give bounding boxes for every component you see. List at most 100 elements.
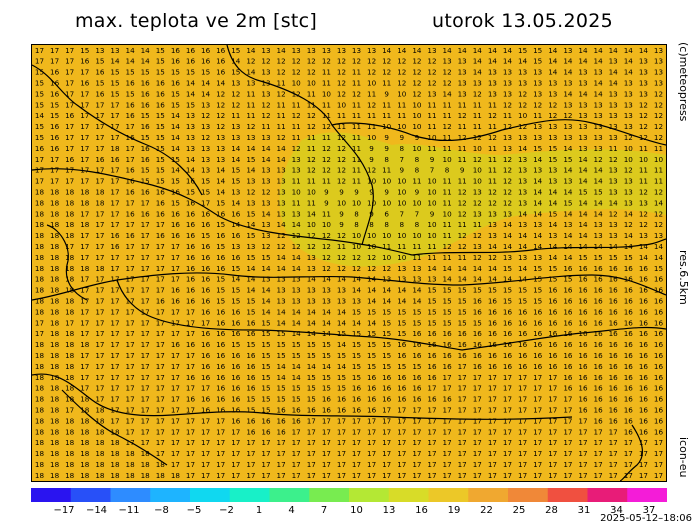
temperature-value: 12: [367, 68, 376, 77]
temperature-value: 17: [186, 329, 195, 338]
temperature-value: 11: [443, 133, 452, 142]
temperature-value: 15: [50, 111, 59, 120]
temperature-value: 16: [654, 373, 664, 382]
temperature-value: 13: [578, 79, 587, 88]
temperature-value: 17: [277, 449, 286, 458]
temperature-value: 15: [231, 177, 240, 186]
temperature-value: 16: [277, 427, 287, 436]
temperature-value: 16: [563, 351, 573, 360]
temperature-value: 17: [609, 449, 618, 458]
temperature-value: 13: [654, 79, 663, 88]
temperature-value: 17: [126, 395, 135, 404]
temperature-value: 18: [80, 438, 90, 447]
temperature-value: 17: [171, 416, 180, 425]
temperature-value: 12: [412, 89, 421, 98]
temperature-value: 17: [443, 416, 452, 425]
temperature-value: 16: [473, 297, 483, 306]
temperature-value: 13: [624, 100, 633, 109]
temperature-value: 15: [95, 79, 104, 88]
temperature-value: 16: [443, 362, 453, 371]
temperature-value: 15: [35, 100, 44, 109]
colorbar-tick-label: −11: [118, 505, 140, 516]
temperature-value: 15: [246, 340, 255, 349]
temperature-value: 16: [50, 144, 60, 153]
temperature-value: 17: [110, 406, 119, 415]
temperature-value: 13: [548, 231, 557, 240]
temperature-value: 13: [261, 275, 270, 284]
temperature-value: 18: [50, 373, 60, 382]
temperature-value: 16: [65, 155, 75, 164]
temperature-value: 16: [337, 406, 347, 415]
colorbar-segment: [309, 488, 350, 502]
temperature-value: 14: [427, 264, 437, 273]
temperature-value: 12: [292, 68, 301, 77]
temperature-value: 15: [261, 373, 270, 382]
temperature-value: 18: [35, 188, 45, 197]
temperature-value: 14: [307, 209, 317, 218]
temperature-value: 11: [654, 166, 663, 175]
temperature-value: 16: [473, 329, 483, 338]
temperature-value: 17: [80, 362, 89, 371]
temperature-value: 10: [367, 177, 377, 186]
temperature-value: 14: [548, 253, 558, 262]
temperature-value: 12: [307, 242, 316, 251]
temperature-value: 16: [503, 329, 513, 338]
temperature-value: 16: [594, 318, 604, 327]
temperature-value: 15: [292, 395, 301, 404]
temperature-value: 13: [594, 220, 603, 229]
temperature-value: 18: [35, 384, 45, 393]
temperature-value: 17: [171, 362, 180, 371]
temperature-value: 13: [322, 297, 331, 306]
temperature-value: 17: [110, 166, 119, 175]
temperature-value: 12: [337, 155, 346, 164]
temperature-value: 17: [473, 373, 482, 382]
temperature-value: 17: [518, 395, 527, 404]
temperature-value: 17: [548, 406, 557, 415]
temperature-value: 7: [400, 155, 405, 164]
temperature-value: 14: [609, 68, 619, 77]
temperature-value: 17: [156, 318, 165, 327]
temperature-value: 18: [65, 209, 75, 218]
temperature-value: 14: [352, 275, 362, 284]
temperature-value: 16: [594, 340, 604, 349]
colorbar-tick-label: −2: [219, 505, 234, 516]
temperature-value: 9: [369, 155, 374, 164]
temperature-value: 16: [65, 111, 75, 120]
temperature-value: 17: [35, 329, 44, 338]
temperature-value: 12: [292, 231, 301, 240]
temperature-value: 11: [473, 100, 482, 109]
temperature-value: 18: [35, 460, 45, 469]
temperature-value: 17: [639, 471, 648, 480]
temperature-value: 13: [609, 100, 618, 109]
temperature-value: 16: [594, 406, 604, 415]
temperature-value: 15: [201, 68, 210, 77]
temperature-value: 18: [95, 449, 105, 458]
temperature-value: 13: [594, 68, 603, 77]
temperature-value: 17: [126, 318, 135, 327]
temperature-value: 17: [95, 253, 104, 262]
temperature-value: 9: [430, 209, 435, 218]
temperature-value: 17: [95, 340, 104, 349]
temperature-value: 17: [352, 427, 361, 436]
temperature-value: 17: [156, 406, 165, 415]
temperature-value: 16: [639, 416, 649, 425]
temperature-value: 17: [488, 384, 497, 393]
temperature-value: 17: [639, 449, 648, 458]
temperature-value: 13: [578, 68, 587, 77]
temperature-value: 17: [186, 307, 195, 316]
temperature-value: 17: [156, 275, 165, 284]
temperature-value: 12: [443, 242, 452, 251]
temperature-value: 17: [80, 384, 89, 393]
temperature-value: 11: [322, 133, 331, 142]
temperature-value: 15: [292, 351, 301, 360]
temperature-value: 16: [548, 286, 558, 295]
temperature-value: 16: [427, 351, 437, 360]
temperature-value: 18: [65, 427, 75, 436]
temperature-value: 16: [412, 351, 422, 360]
temperature-value: 10: [307, 220, 317, 229]
temperature-value: 10: [397, 177, 407, 186]
temperature-value: 12: [322, 122, 331, 131]
temperature-value: 13: [473, 79, 482, 88]
temperature-value: 17: [171, 242, 180, 251]
temperature-value: 13: [518, 166, 527, 175]
